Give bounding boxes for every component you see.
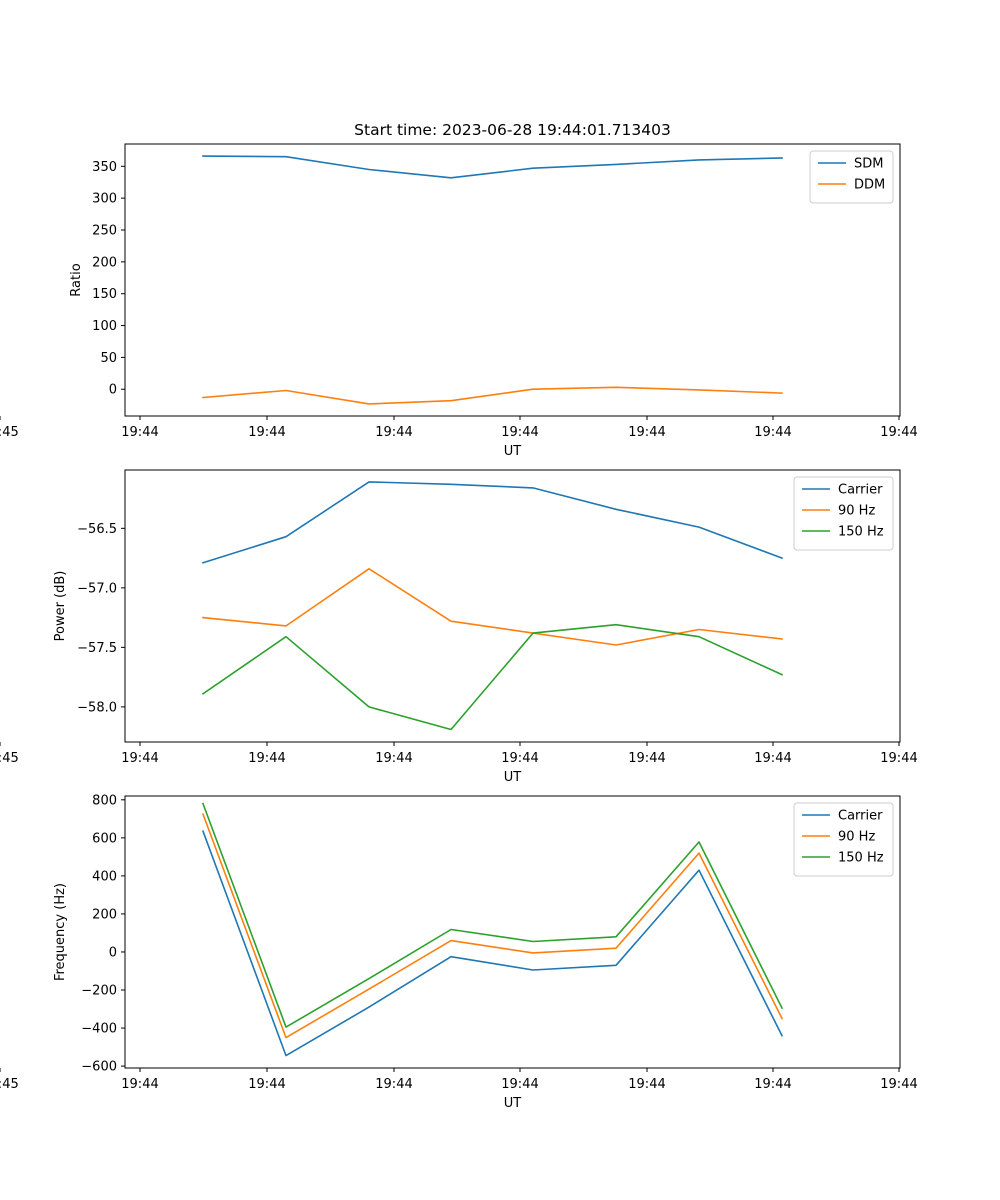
y-axis-label: Ratio: [69, 263, 84, 296]
y-tick-label: −57.0: [77, 581, 117, 596]
x-tick-label: 19:44: [121, 751, 158, 766]
x-tick-label: 19:45: [0, 425, 19, 440]
x-tick-label: 19:45: [0, 751, 19, 766]
y-tick-label: −56.5: [77, 522, 117, 537]
y-tick-label: 350: [92, 160, 117, 175]
x-tick-label: 19:44: [880, 1077, 917, 1092]
x-axis-label: UT: [504, 444, 522, 459]
chart-panel-3: 19:44 19:44 19:44 19:44 19:44 19:44 19:44 19:45…: [0, 793, 918, 1111]
x-tick-label: 19:44: [754, 425, 791, 440]
y-tick-label: 0: [109, 383, 117, 398]
x-tick-label: 19:44: [248, 425, 285, 440]
legend-label: Carrier: [838, 809, 883, 824]
chart-panel-2: 19:44 19:44 19:44 19:44 19:44 19:44 19:44 19:45…: [0, 469, 918, 785]
chart-title: Start time: 2023-06-28 19:44:01.713403: [354, 121, 671, 139]
legend-label: 150 Hz: [838, 525, 884, 540]
y-tick-label: 50: [100, 351, 117, 366]
series-line-carrier: [201, 481, 784, 564]
y-tick-label: 600: [92, 831, 117, 846]
y-tick-label: −200: [81, 984, 117, 999]
y-tick-label: −400: [81, 1022, 117, 1037]
plot-frame: [124, 143, 901, 417]
x-tick-label: 19:44: [248, 1077, 285, 1092]
legend-label: Carrier: [838, 483, 883, 498]
y-tick-label: −58.0: [77, 700, 117, 715]
y-tick-label: −57.5: [77, 641, 117, 656]
x-tick-label: 19:44: [121, 425, 158, 440]
x-tick-label: 19:44: [880, 425, 917, 440]
x-tick-label: 19:44: [501, 751, 538, 766]
y-tick-label: 150: [92, 287, 117, 302]
legend-label: 90 Hz: [838, 830, 875, 845]
x-tick-label: 19:44: [754, 1077, 791, 1092]
x-tick-label: 19:44: [375, 425, 412, 440]
series-line-150-hz: [201, 802, 784, 1028]
series-line-carrier: [201, 830, 784, 1057]
x-axis-label: UT: [504, 1096, 522, 1111]
x-tick-label: 19:44: [375, 1077, 412, 1092]
x-tick-label: 19:44: [375, 751, 412, 766]
chart-panel-1: Start time: 2023-06-28 19:44:01.713403 19…: [0, 121, 918, 459]
legend: Carrier 90 Hz 150 Hz: [793, 802, 894, 877]
y-tick-label: 100: [92, 319, 117, 334]
legend-box: [809, 150, 894, 204]
legend: Carrier 90 Hz 150 Hz: [793, 476, 894, 551]
x-tick-label: 19:44: [501, 425, 538, 440]
x-tick-label: 19:44: [754, 751, 791, 766]
series-line-ddm: [202, 386, 783, 405]
plot-frame: [124, 795, 901, 1069]
series-line-sdm: [202, 155, 783, 179]
legend-label: 150 Hz: [838, 851, 884, 866]
x-tick-label: 19:44: [248, 751, 285, 766]
y-tick-label: 400: [92, 869, 117, 884]
x-tick-label: 19:44: [501, 1077, 538, 1092]
x-tick-label: 19:44: [121, 1077, 158, 1092]
legend-label: DDM: [854, 178, 885, 193]
y-tick-label: 800: [92, 793, 117, 808]
y-tick-label: 200: [92, 907, 117, 922]
x-tick-label: 19:44: [628, 751, 665, 766]
series-line-150-hz: [201, 623, 784, 731]
y-tick-label: −600: [81, 1060, 117, 1075]
legend: SDM DDM: [809, 150, 894, 204]
x-tick-label: 19:44: [628, 1077, 665, 1092]
y-tick-label: 300: [92, 192, 117, 207]
y-tick-label: 0: [109, 945, 117, 960]
x-tick-label: 19:44: [880, 751, 917, 766]
legend-label: 90 Hz: [838, 504, 875, 519]
plot-frame: [124, 469, 901, 743]
x-tick-label: 19:45: [0, 1077, 19, 1092]
y-axis-label: Frequency (Hz): [53, 883, 68, 981]
series-line-90-hz: [202, 567, 783, 646]
series-line-90-hz: [201, 813, 784, 1039]
y-tick-label: 250: [92, 223, 117, 238]
x-tick-label: 19:44: [628, 425, 665, 440]
x-axis-label: UT: [504, 770, 522, 785]
y-axis-label: Power (dB): [53, 571, 68, 642]
y-tick-label: 200: [92, 255, 117, 270]
legend-label: SDM: [854, 157, 883, 172]
